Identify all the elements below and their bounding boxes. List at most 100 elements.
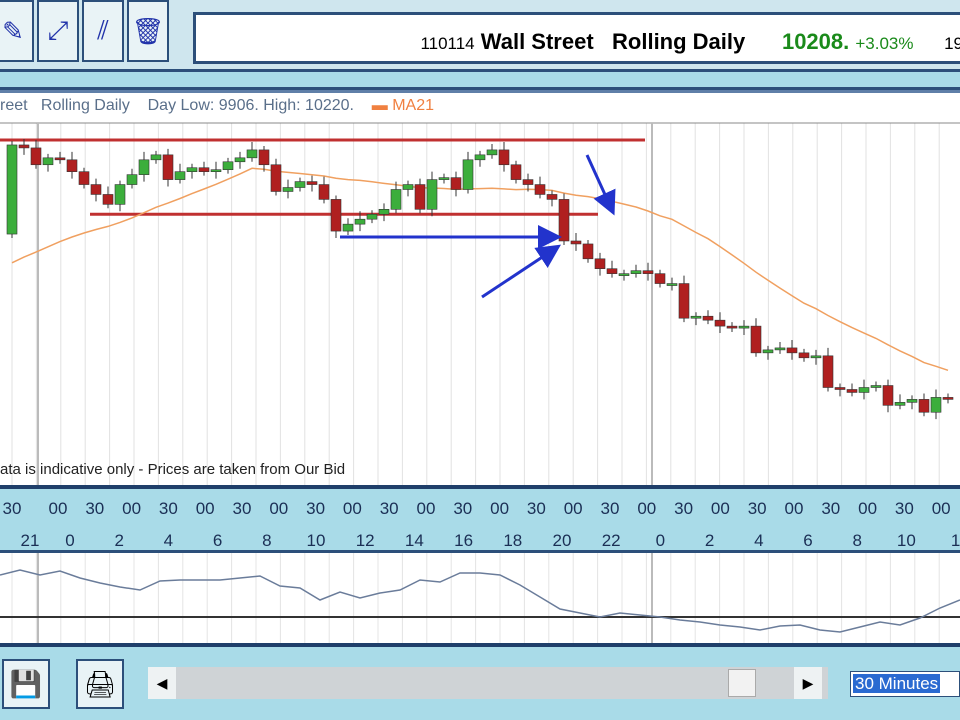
draw-trendline-button[interactable]: ⤢ [37,0,79,62]
candle-body [438,177,450,180]
tick-label-hour: 21 [20,531,40,550]
top-toolbar: ✎ ⤢ ⫽ 🗑 110114 Wall Street Rolling Daily 10… [0,0,960,72]
instrument-title: 110114 Wall Street Rolling Daily 10208. … [420,29,960,55]
tick-label-minute: 30 [158,499,178,518]
candle [210,161,222,179]
candle [606,260,618,278]
candle-body [510,164,522,180]
candle [78,167,90,189]
candle [438,173,450,184]
candle [510,160,522,184]
tick-label-hour: 6 [212,531,223,550]
candlestick-plot [0,122,960,485]
candle [570,233,582,251]
draw-parallel-lines-button[interactable]: ⫽ [82,0,124,62]
candle [150,150,162,164]
trash-button[interactable]: 🗑 [127,0,169,62]
candle-body [522,179,534,185]
tick-label-minute: 30 [894,499,914,518]
candle [858,379,870,400]
candle-body [942,397,954,400]
printer-icon: 🖨 [83,668,117,699]
candle-body [330,199,342,232]
candle-body [186,167,198,172]
tick-label-hour: 22 [601,531,621,550]
candle-body [774,347,786,351]
candle [282,179,294,199]
tick-label-hour: 4 [754,531,764,550]
print-button[interactable]: 🖨 [76,659,124,709]
annotation-arrow [585,154,616,216]
candle [594,252,606,276]
instrument-period: Rolling Daily [612,29,746,54]
candle-body [294,181,306,188]
candle-body [90,184,102,195]
candle [870,381,882,392]
candle-body [246,149,258,159]
candle-body [690,315,702,319]
candle-body [318,184,330,200]
tick-label-minute: 30 [453,499,473,518]
candle [942,393,954,404]
candle-body [822,355,834,388]
time-axis: 30 00 30 00 30 00 30 00 30 00 30 00 30 00 30 00 30 00 30 00… [0,485,960,553]
chart-period: Rolling Daily [40,97,130,114]
tick-label-hour: 2 [114,531,124,550]
candle [654,269,666,288]
last-price: 10208. [781,29,850,54]
candle [162,148,174,187]
interval-select[interactable]: 30 Minutes [850,671,960,697]
candle-body [426,179,438,210]
candle [102,186,114,209]
candle [750,318,762,357]
candle [354,211,366,232]
candle-body [654,273,666,284]
candle [54,151,66,164]
chart-scrollbar[interactable]: ◀ ▶ [148,667,828,699]
candle-body [54,157,66,161]
candle [786,339,798,360]
candle-body [102,194,114,205]
candle [918,393,930,417]
candle [30,140,42,169]
tick-label-hour: 20 [552,531,572,550]
tick-label-minute: 00 [122,499,142,518]
candle [738,320,750,336]
tick-label-hour: 14 [404,531,424,550]
scroll-right-button[interactable]: ▶ [794,667,822,699]
instrument-name: Wall Street [480,29,594,54]
scroll-thumb[interactable] [728,669,756,697]
candle [762,345,774,360]
candle-body [126,174,138,185]
candle [138,151,150,182]
save-button[interactable]: 💾 [2,659,50,709]
ma-legend: ▬ MA21 [371,97,435,114]
candle [234,151,246,169]
tick-label-minute: 30 [2,499,22,518]
candle-body [786,347,798,354]
candle-body [582,243,594,260]
candle [246,141,258,162]
candle [558,193,570,245]
candle-body [474,154,486,161]
chart-edit-button[interactable]: ✎ [0,0,34,62]
scroll-left-button[interactable]: ◀ [148,667,176,699]
candle-body [870,385,882,388]
candle [666,277,678,291]
candle-body [390,189,402,210]
candle [630,264,642,278]
candle-body [18,144,30,149]
candle-body [402,184,414,190]
candle [642,262,654,281]
candle-body [174,171,186,180]
floppy-disk-icon: 💾 [9,668,43,699]
candle-body [594,258,606,270]
tick-label-minute: 00 [490,499,510,518]
candle-body [762,349,774,354]
candle-body [918,399,930,413]
candle [498,141,510,172]
tick-label-minute: 30 [85,499,105,518]
price-chart[interactable]: reet Rolling Daily Day Low: 9906. High: … [0,93,960,485]
annotation-arrow [481,244,562,299]
candle [618,269,630,281]
